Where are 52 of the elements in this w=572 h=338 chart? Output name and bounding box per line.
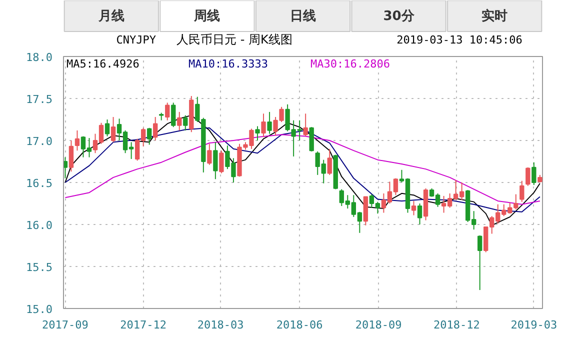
- candlestick: [520, 180, 524, 202]
- y-tick-label: 16.0: [26, 219, 53, 232]
- candlestick: [171, 102, 176, 128]
- candlestick: [411, 200, 416, 216]
- candlestick: [303, 113, 308, 137]
- x-tick-label: 2018-06: [276, 318, 323, 332]
- candlestick: [261, 113, 266, 138]
- candlestick: [146, 127, 152, 146]
- text: 实时: [482, 8, 508, 24]
- candlestick: [153, 116, 158, 141]
- candlestick: [255, 126, 260, 141]
- y-tick-label: 17.5: [26, 93, 53, 106]
- x-tick-label: 2019-03: [510, 318, 558, 332]
- candlestick: [477, 234, 482, 291]
- text: MA30:16.2806: [310, 58, 390, 70]
- x-tick-label: 2018-09: [355, 318, 402, 332]
- candlestick: [104, 119, 110, 137]
- y-tick-label: 15.5: [26, 261, 53, 274]
- candlestick: [327, 148, 332, 176]
- candlestick: [68, 140, 74, 172]
- y-tick-label: 16.5: [26, 177, 53, 190]
- y-tick-label: 18.0: [26, 51, 53, 64]
- text: 30分: [383, 9, 416, 24]
- x-tick-label: 2018-03: [197, 318, 244, 332]
- candlestick: [183, 114, 188, 131]
- y-tick-label: 17.0: [26, 135, 53, 148]
- candlestick: [267, 111, 272, 134]
- candlestick: [207, 143, 212, 166]
- candlestick: [219, 150, 224, 174]
- x-tick-label: 2017-12: [120, 318, 167, 332]
- y-tick-label: 15.0: [26, 303, 53, 316]
- candlestick: [64, 156, 68, 179]
- text: MA5:16.4926: [66, 58, 140, 70]
- text: 月线: [97, 9, 124, 24]
- candlestick: [177, 111, 182, 131]
- candlestick: [309, 126, 314, 152]
- text: 2019-03-13 10:45:06: [396, 34, 522, 46]
- candlestick: [165, 102, 170, 121]
- candlestick: [526, 166, 530, 186]
- x-tick-label: 2017-09: [42, 318, 88, 332]
- candlestick: [532, 162, 536, 186]
- candlestick: [213, 142, 218, 180]
- candlestick: [74, 130, 80, 152]
- candlestick: [110, 116, 116, 143]
- text: 日线: [290, 9, 316, 24]
- candlestick: [417, 203, 422, 225]
- text: CNYJPY: [116, 34, 156, 46]
- line-series: [64, 127, 540, 212]
- text: 周线: [193, 9, 220, 24]
- chart-title: 人民币日元 - 周K线图: [176, 32, 292, 46]
- text: MA10:16.3333: [188, 58, 268, 70]
- x-tick-label: 2018-12: [433, 318, 480, 332]
